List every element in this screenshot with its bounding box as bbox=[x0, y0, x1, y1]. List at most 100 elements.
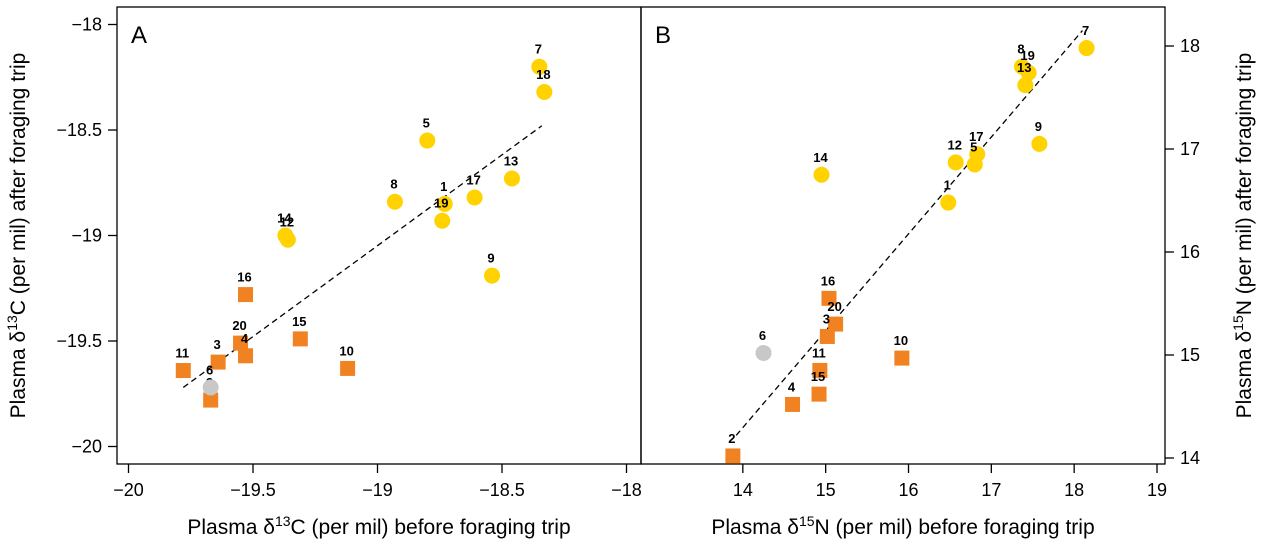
plot-frame bbox=[116, 6, 642, 465]
y-tick-label: −18.5 bbox=[56, 120, 102, 140]
data-point-label: 9 bbox=[487, 251, 494, 266]
data-point-square bbox=[292, 331, 308, 347]
data-point-label: 6 bbox=[759, 328, 766, 343]
data-point-label: 10 bbox=[894, 333, 908, 348]
data-point-circle bbox=[434, 212, 451, 229]
data-point-square bbox=[894, 350, 910, 366]
data-point-circle bbox=[386, 193, 403, 210]
data-point-label: 1 bbox=[944, 178, 951, 193]
data-point-square bbox=[725, 448, 741, 464]
data-point-label: 4 bbox=[241, 331, 249, 346]
data-point-label: 11 bbox=[812, 345, 826, 360]
data-point-circle bbox=[419, 132, 436, 149]
x-tick-label: 15 bbox=[816, 480, 836, 500]
data-point-circle bbox=[1020, 64, 1037, 81]
panel-letter: B bbox=[655, 22, 671, 49]
panel-b: B141516171819191817161514Plasma δ15N (pe… bbox=[640, 6, 1256, 539]
data-point-label: 14 bbox=[277, 211, 292, 226]
data-point-label: 15 bbox=[811, 369, 825, 384]
x-tick-label: −20 bbox=[113, 480, 144, 500]
y-tick-label: −19 bbox=[71, 226, 102, 246]
data-point-label: 7 bbox=[1082, 23, 1089, 38]
x-tick-label: 19 bbox=[1147, 480, 1167, 500]
data-point-square bbox=[233, 335, 249, 351]
data-point-circle bbox=[755, 344, 772, 361]
data-point-label: 20 bbox=[827, 299, 841, 314]
data-point-label: 19 bbox=[434, 196, 448, 211]
y-tick-label: 17 bbox=[1180, 139, 1200, 159]
x-axis-title: Plasma δ15N (per mil) before foraging tr… bbox=[711, 513, 1094, 539]
data-point-circle bbox=[966, 156, 983, 173]
panel-letter: A bbox=[131, 22, 147, 49]
data-point-circle bbox=[484, 267, 501, 284]
data-point-label: 16 bbox=[821, 273, 835, 288]
y-tick-label: 14 bbox=[1180, 448, 1200, 468]
data-point-circle bbox=[1078, 40, 1095, 57]
data-point-circle bbox=[947, 154, 964, 171]
data-point-circle bbox=[503, 170, 520, 187]
data-point-label: 13 bbox=[1017, 60, 1031, 75]
data-point-circle bbox=[279, 231, 296, 248]
x-axis-title: Plasma δ13C (per mil) before foraging tr… bbox=[187, 513, 570, 539]
data-point-square bbox=[238, 348, 254, 364]
x-tick-label: −18.5 bbox=[479, 480, 525, 500]
y-tick-label: 15 bbox=[1180, 345, 1200, 365]
data-point-label: 13 bbox=[504, 154, 518, 169]
data-point-label: 2 bbox=[728, 431, 735, 446]
data-point-square bbox=[203, 392, 219, 408]
data-point-square bbox=[821, 290, 837, 306]
data-point-circle bbox=[1031, 135, 1048, 152]
data-point-label: 12 bbox=[280, 215, 294, 230]
data-point-circle bbox=[466, 189, 483, 206]
data-point-square bbox=[238, 287, 254, 303]
data-point-square bbox=[210, 354, 226, 370]
data-point-label: 3 bbox=[823, 311, 830, 326]
x-tick-label: 16 bbox=[898, 480, 918, 500]
data-point-label: 18 bbox=[536, 67, 550, 82]
data-point-label: 12 bbox=[947, 137, 961, 152]
data-point-square bbox=[785, 396, 801, 412]
x-tick-label: −18 bbox=[611, 480, 642, 500]
data-point-label: 4 bbox=[788, 379, 796, 394]
y-tick-label: 18 bbox=[1180, 36, 1200, 56]
x-tick-label: −19.5 bbox=[230, 480, 276, 500]
y-tick-label: 16 bbox=[1180, 242, 1200, 262]
x-tick-label: −19 bbox=[362, 480, 393, 500]
data-point-label: 16 bbox=[237, 270, 251, 285]
data-point-circle bbox=[940, 194, 957, 211]
x-tick-label: 18 bbox=[1064, 480, 1084, 500]
data-point-square bbox=[340, 360, 356, 376]
data-point-circle bbox=[202, 379, 219, 396]
y-tick-label: −18 bbox=[71, 15, 102, 35]
plot-frame bbox=[640, 6, 1166, 465]
data-point-label: 1 bbox=[440, 179, 447, 194]
x-tick-label: 17 bbox=[981, 480, 1001, 500]
data-point-label: 9 bbox=[1035, 119, 1042, 134]
data-point-label: 17 bbox=[466, 173, 480, 188]
y-tick-label: −20 bbox=[71, 437, 102, 457]
x-tick-label: 14 bbox=[733, 480, 753, 500]
y-axis-title: Plasma δ15N (per mil) after foraging tri… bbox=[1230, 53, 1256, 419]
data-point-label: 10 bbox=[339, 343, 353, 358]
data-point-label: 14 bbox=[813, 150, 828, 165]
data-point-label: 6 bbox=[206, 362, 213, 377]
data-point-label: 20 bbox=[232, 318, 246, 333]
data-point-square bbox=[811, 386, 827, 402]
data-point-label: 19 bbox=[1020, 48, 1034, 63]
data-point-label: 5 bbox=[423, 116, 430, 131]
y-axis-title: Plasma δ13C (per mil) after foraging tri… bbox=[4, 53, 30, 419]
data-point-label: 5 bbox=[970, 139, 977, 154]
data-point-label: 11 bbox=[175, 346, 189, 361]
data-point-square bbox=[175, 363, 191, 379]
data-point-circle bbox=[436, 195, 453, 212]
data-point-label: 3 bbox=[214, 337, 221, 352]
data-point-label: 7 bbox=[535, 42, 542, 57]
data-point-label: 8 bbox=[1017, 42, 1024, 57]
data-point-square bbox=[828, 316, 844, 332]
data-point-circle bbox=[531, 58, 548, 75]
data-point-circle bbox=[536, 84, 553, 101]
data-point-label: 15 bbox=[292, 314, 306, 329]
y-tick-label: −19.5 bbox=[56, 331, 102, 351]
